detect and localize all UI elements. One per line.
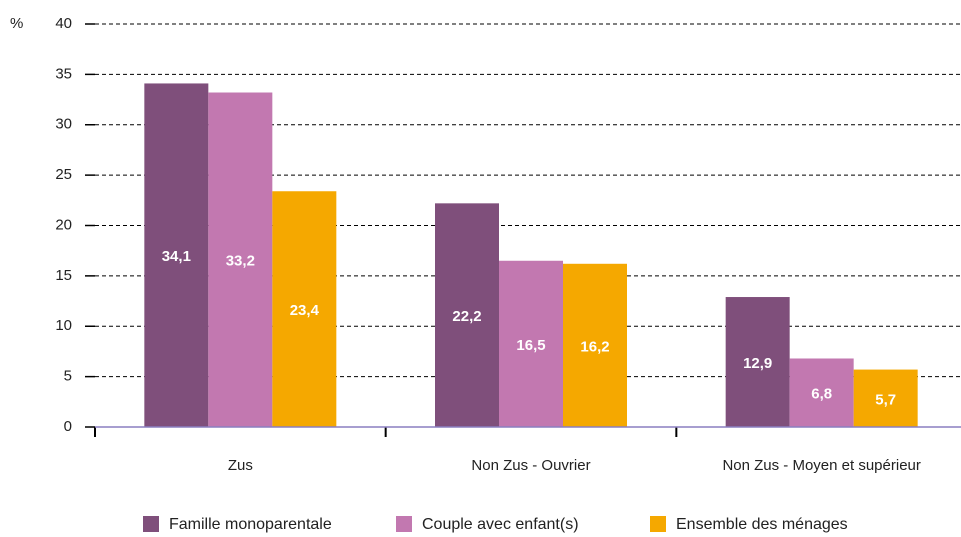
legend-label: Ensemble des ménages xyxy=(676,516,848,533)
bar xyxy=(208,92,273,427)
value-label: 33,2 xyxy=(226,253,255,270)
value-label: 5,7 xyxy=(875,391,896,408)
bar xyxy=(435,203,499,427)
y-tick-label: 40 xyxy=(55,15,72,32)
bar xyxy=(144,83,209,427)
bar xyxy=(853,369,918,427)
bar xyxy=(789,358,854,427)
legend-label: Couple avec enfant(s) xyxy=(422,516,579,533)
value-label: 23,4 xyxy=(290,302,320,319)
legend-swatch xyxy=(143,516,159,532)
y-tick-label: 5 xyxy=(64,368,72,385)
value-label: 6,8 xyxy=(811,386,832,403)
y-tick-label: 30 xyxy=(55,116,72,133)
y-tick-label: 35 xyxy=(55,65,72,82)
y-tick-label: 10 xyxy=(55,317,72,334)
value-label: 16,5 xyxy=(516,337,545,354)
value-label: 16,2 xyxy=(580,338,609,355)
y-axis-label: % xyxy=(10,15,23,32)
y-tick-label: 15 xyxy=(55,267,72,284)
bar xyxy=(725,297,790,427)
legend-swatch xyxy=(650,516,666,532)
x-tick-label: Non Zus - Moyen et supérieur xyxy=(722,457,920,474)
legend-swatch xyxy=(396,516,412,532)
x-tick-label: Non Zus - Ouvrier xyxy=(471,457,590,474)
y-tick-label: 20 xyxy=(55,216,72,233)
y-tick-label: 25 xyxy=(55,166,72,183)
bar xyxy=(272,191,337,427)
y-tick-label: 0 xyxy=(64,418,72,435)
bar xyxy=(499,260,563,427)
bar xyxy=(563,263,627,427)
legend-label: Famille monoparentale xyxy=(169,516,332,533)
value-label: 34,1 xyxy=(162,248,191,265)
value-label: 12,9 xyxy=(743,355,772,372)
x-tick-label: Zus xyxy=(228,457,253,474)
value-label: 22,2 xyxy=(452,308,481,325)
